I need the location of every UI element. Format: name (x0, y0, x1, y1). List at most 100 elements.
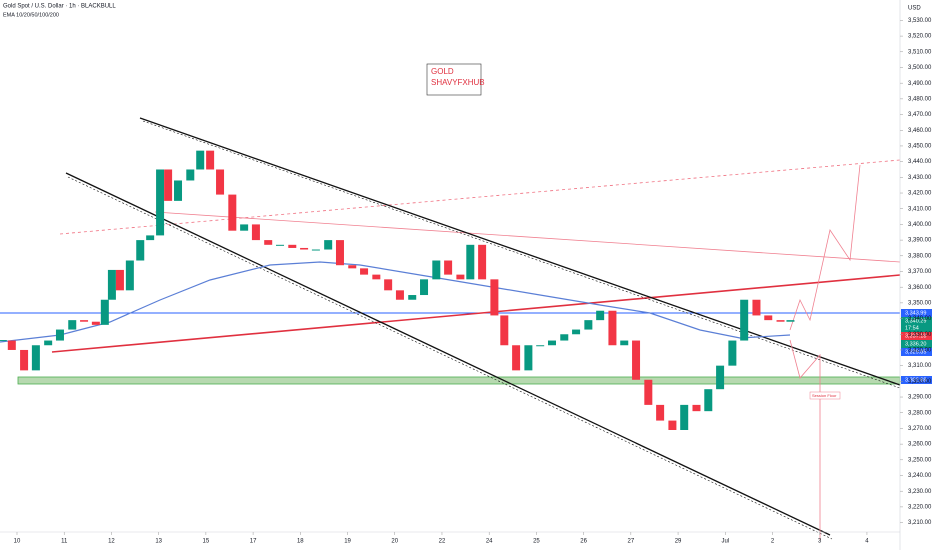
candle (466, 244, 475, 280)
pink-line (154, 211, 901, 263)
y-tick-label: 3,290.00 (908, 395, 932, 401)
candle (547, 340, 556, 346)
price-label: 3,343.99 (905, 310, 926, 316)
price-tag (901, 332, 932, 340)
y-tick-label: 3,500.00 (908, 65, 932, 71)
candle (776, 320, 785, 322)
y-tick-label: 3,390.00 (908, 238, 932, 244)
x-tick-label: 4 (865, 539, 869, 545)
candle (251, 224, 260, 241)
session-label: Session Floor (812, 393, 837, 398)
x-tick-label: 11 (61, 539, 68, 545)
x-tick-label: 18 (297, 539, 304, 545)
candle (716, 365, 725, 390)
candle (740, 299, 749, 341)
y-tick-label: 3,260.00 (908, 442, 932, 448)
channel-bottom-dash (67, 176, 833, 540)
candle (20, 349, 29, 371)
candle (444, 260, 453, 275)
candle (164, 169, 173, 201)
candle (311, 249, 320, 251)
candle (608, 310, 617, 346)
candle (186, 169, 195, 181)
y-tick-label: 3,430.00 (908, 175, 932, 181)
price-tag (901, 317, 932, 332)
y-tick-label: 3,230.00 (908, 489, 932, 495)
y-tick-label: 3,250.00 (908, 457, 932, 463)
candle (107, 269, 116, 300)
y-tick-label: 3,310.00 (908, 363, 932, 369)
candle (572, 329, 581, 335)
candle (372, 274, 381, 280)
price-label: 3,336.20 (905, 341, 926, 347)
y-tick-label: 3,380.00 (908, 253, 932, 259)
candle (146, 235, 155, 241)
candle (240, 224, 249, 231)
candle (55, 329, 64, 341)
candle (80, 320, 89, 322)
candle (125, 260, 134, 291)
channel-top-dash (142, 120, 901, 389)
candle (206, 150, 215, 170)
price-label: 3,337.18 (905, 333, 926, 339)
candle (174, 180, 183, 201)
y-tick-label: 3,240.00 (908, 473, 932, 479)
candle (490, 279, 499, 316)
y-tick-label: 3,440.00 (908, 159, 932, 165)
candle (68, 320, 77, 330)
y-tick-label: 3,480.00 (908, 96, 932, 102)
candle (584, 320, 593, 330)
x-tick-label: 13 (155, 539, 162, 545)
y-tick-label: 3,370.00 (908, 269, 932, 275)
dashed-line (59, 159, 901, 235)
price-tag (901, 340, 932, 348)
candle (91, 321, 100, 325)
y-tick-label: 3,460.00 (908, 128, 932, 134)
candle (360, 268, 369, 275)
candle (228, 194, 237, 231)
candle (335, 240, 344, 266)
annotation-text: GOLD (431, 67, 454, 76)
y-tick-label: 3,350.00 (908, 300, 932, 306)
candle (384, 279, 393, 291)
currency: USD (908, 6, 921, 12)
x-tick-label: 22 (439, 539, 446, 545)
annotation-box (426, 63, 482, 96)
candle (44, 340, 53, 346)
candle (196, 150, 205, 170)
candle (536, 345, 545, 347)
y-tick-label: 3,320.00 (908, 348, 932, 354)
y-tick-label: 3,470.00 (908, 112, 932, 118)
price-tag (901, 309, 932, 317)
session-box (809, 391, 841, 400)
price-label: 3,302.68 (905, 377, 926, 383)
candle (288, 244, 297, 248)
candle (395, 290, 404, 300)
candle (0, 340, 7, 342)
x-tick-label: 29 (675, 539, 682, 545)
y-tick-label: 3,340.00 (908, 316, 932, 322)
annotation-text: SHAVYFXHUB (431, 78, 485, 87)
y-tick-label: 3,410.00 (908, 206, 932, 212)
candle (31, 345, 40, 371)
candle (136, 240, 145, 261)
y-tick-label: 3,210.00 (908, 520, 932, 526)
chart-subtitle: EMA 10/20/50/100/200 (3, 12, 59, 18)
candle (644, 379, 653, 405)
y-tick-label: 3,420.00 (908, 191, 932, 197)
candle (668, 420, 677, 430)
candle (524, 345, 533, 371)
candle (432, 260, 441, 280)
x-tick-label: 15 (203, 539, 210, 545)
y-tick-label: 3,220.00 (908, 504, 932, 510)
red-trendline (51, 274, 901, 353)
candle (512, 345, 521, 371)
candle (478, 244, 487, 280)
candle (276, 244, 285, 246)
candle (100, 299, 109, 325)
candle (408, 295, 417, 300)
candle (7, 340, 16, 350)
candle (500, 315, 509, 346)
x-tick-label: 20 (391, 539, 398, 545)
y-tick-label: 3,300.00 (908, 379, 932, 385)
